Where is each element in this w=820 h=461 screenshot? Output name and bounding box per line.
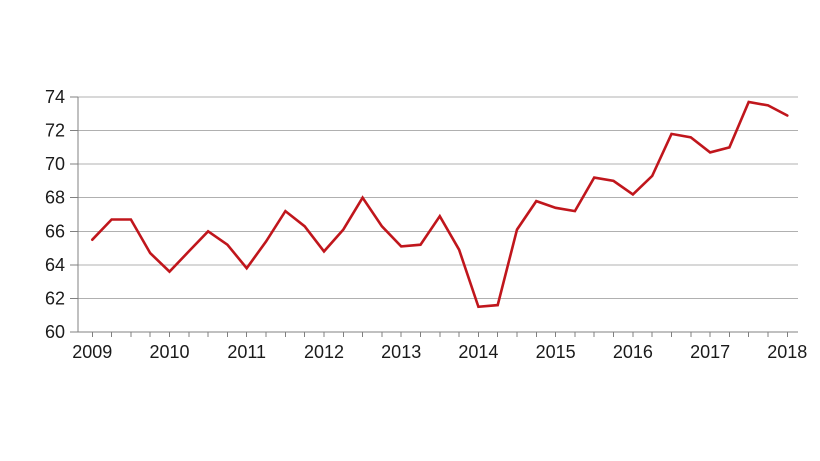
gridlines (78, 96, 798, 299)
tick-marks (70, 96, 788, 337)
x-axis-tick-label: 2016 (613, 342, 653, 362)
y-axis-tick-label: 72 (45, 121, 65, 141)
x-axis-tick-label: 2018 (767, 342, 807, 362)
y-axis-tick-label: 74 (45, 87, 65, 107)
x-axis-tick-label: 2015 (536, 342, 576, 362)
y-axis-tick-label: 64 (45, 255, 65, 275)
y-axis-tick-label: 66 (45, 221, 65, 241)
x-axis-tick-label: 2012 (304, 342, 344, 362)
x-axis-tick-label: 2009 (72, 342, 112, 362)
y-axis-tick-label: 68 (45, 188, 65, 208)
x-axis-tick-label: 2017 (690, 342, 730, 362)
y-axis-tick-label: 62 (45, 288, 65, 308)
x-axis-tick-label: 2010 (149, 342, 189, 362)
data-line-series-1 (91, 100, 789, 309)
x-axis-tick-label: 2013 (381, 342, 421, 362)
x-axis-tick-label: 2011 (227, 342, 266, 362)
axes (77, 97, 798, 333)
x-axis-tick-label: 2014 (458, 342, 498, 362)
tick-labels: 60 62 64 66 68 70 72 74 2009 2010 2011 2012 2013 2014… (45, 87, 807, 362)
y-axis-tick-label: 70 (45, 154, 65, 174)
y-axis-tick-label: 60 (45, 322, 65, 342)
